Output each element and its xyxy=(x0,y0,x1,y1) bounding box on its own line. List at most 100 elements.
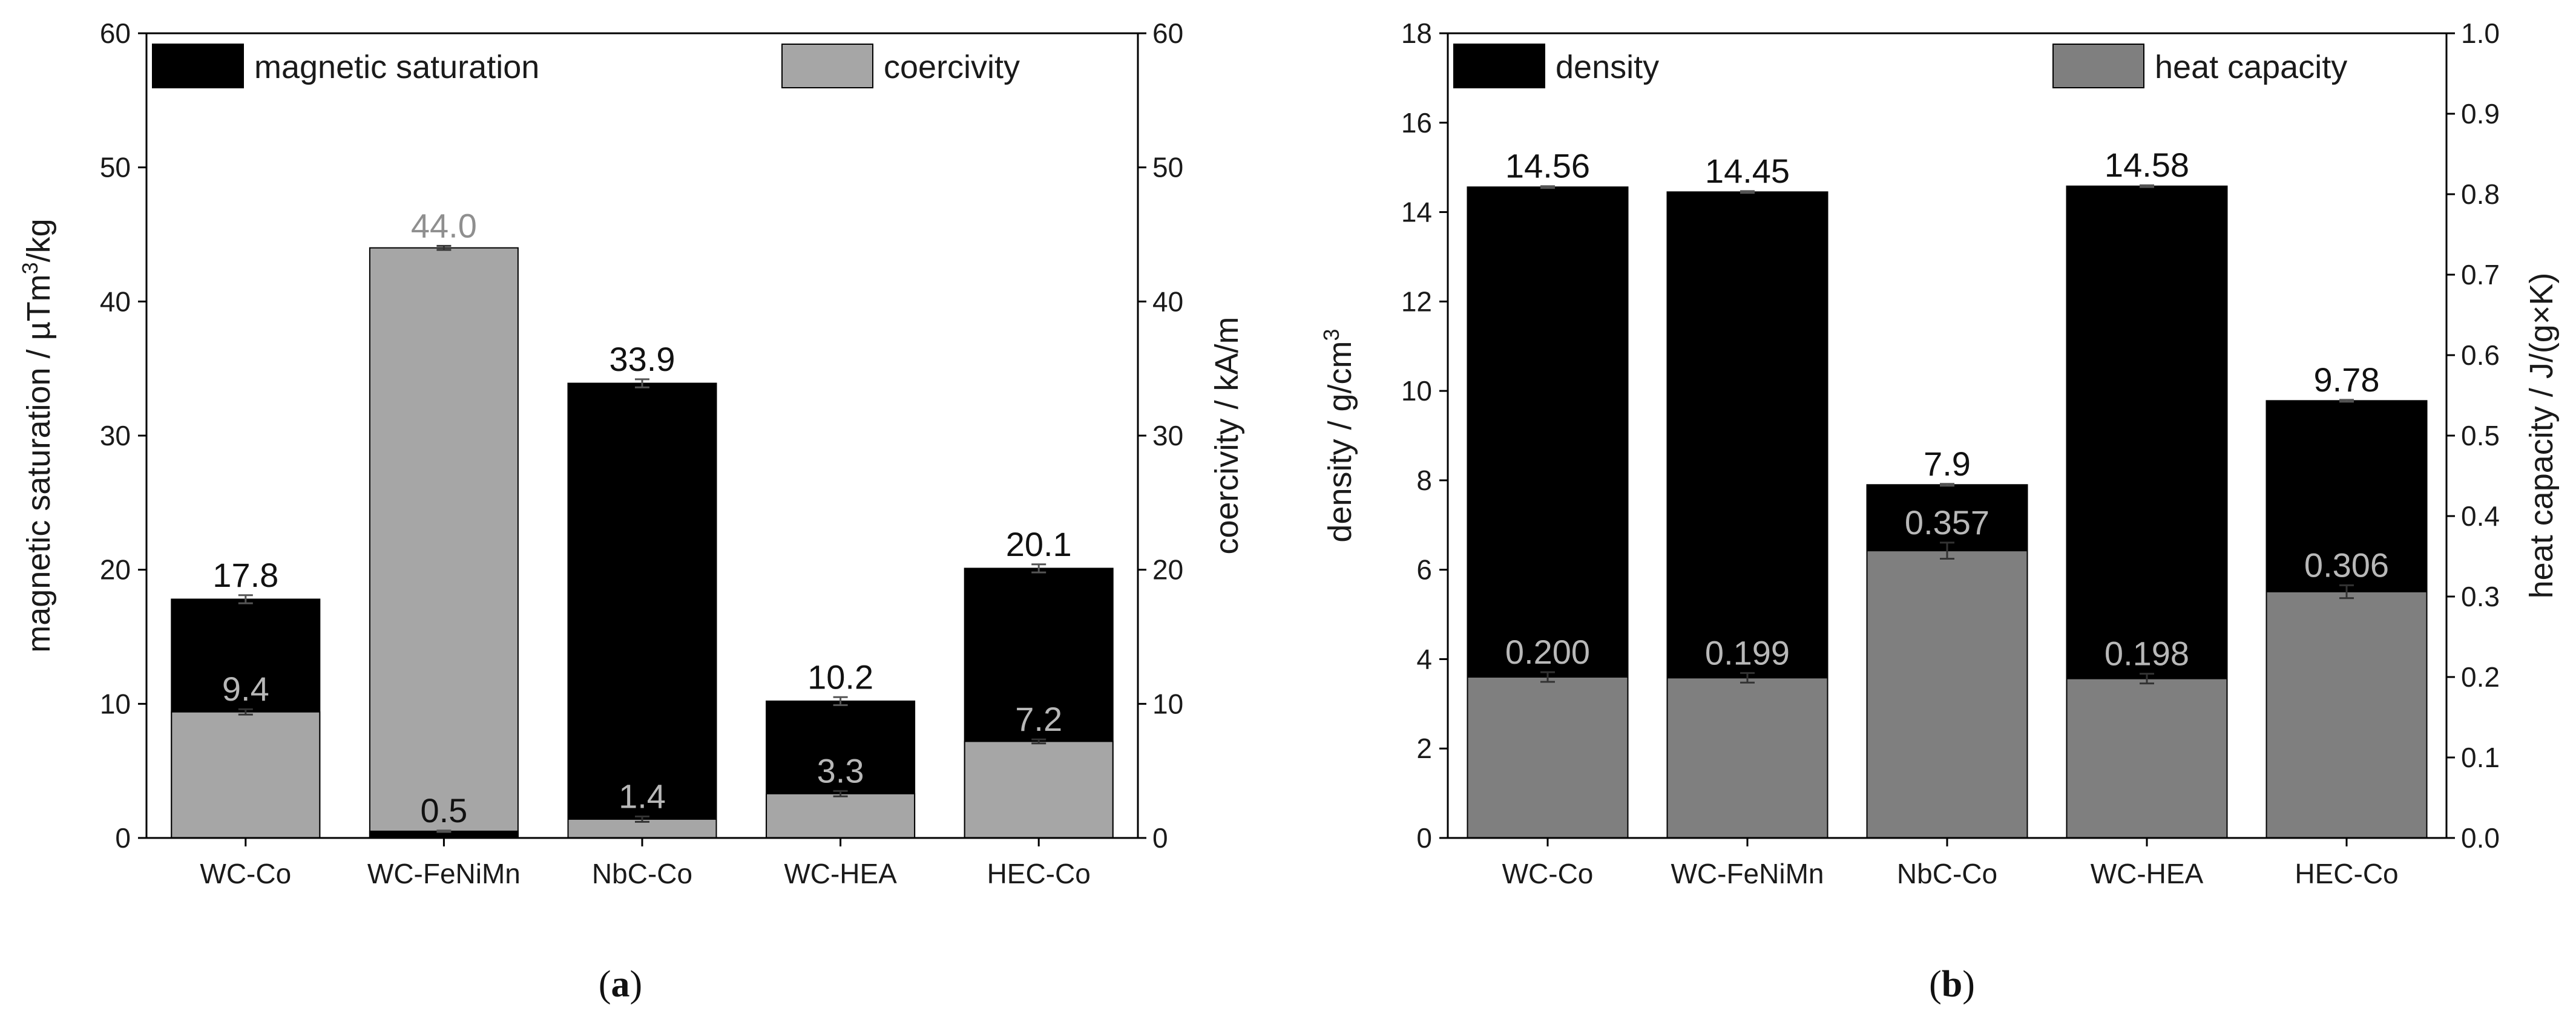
legend-label-magnetic-saturation: magnetic saturation xyxy=(254,49,539,85)
bar-coercivity-hec-co xyxy=(964,741,1114,839)
right-tick-label: 0.9 xyxy=(2461,98,2500,129)
legend-swatch-magnetic-saturation xyxy=(152,44,244,88)
left-axis-label-sup: 3 xyxy=(18,262,42,274)
left-tick-label: 16 xyxy=(1401,107,1432,139)
data-label-coercivity-hec-co: 7.2 xyxy=(1015,700,1062,738)
left-tick-label: 60 xyxy=(100,18,131,49)
data-label-heat-capacity-wc-co: 0.200 xyxy=(1505,633,1590,671)
bar-heat-capacity-hec-co xyxy=(2266,591,2428,839)
bar-heat-capacity-wc-co xyxy=(1467,676,1629,839)
chart-panel-a: 17.8 9.4 0.5 44.0 33.9 1.4 10.2 3.3 20.1 7.2 0 10 20… xyxy=(18,18,1245,1005)
caption-open: ( xyxy=(599,964,611,1005)
data-label-magnetic-saturation-wc-fenimn: 0.5 xyxy=(420,791,467,829)
data-label-coercivity-nbc-co: 1.4 xyxy=(619,777,666,816)
x-tick-label-wc-co: WC-Co xyxy=(200,858,291,889)
right-tick-label: 0.0 xyxy=(2461,822,2500,854)
legend-swatch-density xyxy=(1453,44,1545,88)
right-tick-label: 0.1 xyxy=(2461,742,2500,773)
x-tick-label-wc-fenimn: WC-FeNiMn xyxy=(367,858,521,889)
data-label-density-wc-hea: 14.58 xyxy=(2104,146,2189,184)
caption-close: ) xyxy=(1962,964,1975,1005)
x-tick-label-wc-fenimn: WC-FeNiMn xyxy=(1671,858,1824,889)
bar-magnetic-saturation-nbc-co xyxy=(567,382,717,839)
left-tick-label: 10 xyxy=(1401,375,1432,407)
left-tick-label: 4 xyxy=(1416,643,1432,675)
left-tick-label: 2 xyxy=(1416,733,1432,764)
left-tick-label: 20 xyxy=(100,554,131,586)
x-tick-label-nbc-co: NbC-Co xyxy=(1897,858,1997,889)
data-label-magnetic-saturation-hec-co: 20.1 xyxy=(1006,525,1072,563)
right-tick-label: 50 xyxy=(1152,152,1183,183)
caption-open: ( xyxy=(1929,964,1942,1005)
legend-swatch-heat-capacity xyxy=(2052,44,2144,88)
left-axis-label: density / g/cm3 xyxy=(1319,329,1358,542)
data-label-density-wc-fenimn: 14.45 xyxy=(1705,152,1790,190)
right-tick-label: 0.7 xyxy=(2461,259,2500,290)
bar-coercivity-wc-fenimn xyxy=(369,247,519,839)
right-tick-label: 1.0 xyxy=(2461,18,2500,49)
right-tick-label: 10 xyxy=(1152,688,1183,719)
right-tick-label: 0.8 xyxy=(2461,178,2500,210)
chart-panel-b: 14.56 0.200 14.45 0.199 7.9 0.357 14.58 0.198 9.… xyxy=(1319,18,2560,1005)
legend-label-coercivity: coercivity xyxy=(884,49,1020,85)
left-axis-label-sup: 3 xyxy=(1319,329,1344,341)
x-tick-label-nbc-co: NbC-Co xyxy=(592,858,692,889)
data-label-density-hec-co: 9.78 xyxy=(2314,361,2380,399)
left-axis-label-main: magnetic saturation / µTm xyxy=(21,274,57,652)
left-tick-label: 40 xyxy=(100,286,131,317)
left-tick-label: 8 xyxy=(1416,465,1432,496)
legend-swatch-coercivity xyxy=(781,44,873,88)
bar-heat-capacity-wc-fenimn xyxy=(1666,677,1828,839)
right-tick-label: 0.2 xyxy=(2461,661,2500,693)
left-axis-label-unit: /kg xyxy=(21,218,57,262)
bar-coercivity-wc-co xyxy=(171,711,321,839)
right-axis-label: heat capacity / J/(g×K) xyxy=(2523,273,2560,599)
right-tick-label: 30 xyxy=(1152,420,1183,451)
caption-letter: a xyxy=(611,964,630,1005)
caption-letter: b xyxy=(1942,964,1962,1005)
left-tick-label: 0 xyxy=(1416,822,1432,854)
right-tick-label: 0 xyxy=(1152,822,1168,854)
panel-caption-b: (b) xyxy=(1929,964,1975,1005)
data-label-density-wc-co: 14.56 xyxy=(1505,147,1590,185)
x-tick-label-hec-co: HEC-Co xyxy=(987,858,1091,889)
left-tick-label: 50 xyxy=(100,152,131,183)
x-tick-label-wc-hea: WC-HEA xyxy=(784,858,897,889)
right-tick-label: 0.6 xyxy=(2461,339,2500,371)
data-label-heat-capacity-wc-fenimn: 0.199 xyxy=(1705,633,1790,672)
data-label-heat-capacity-nbc-co: 0.357 xyxy=(1905,503,1990,541)
left-tick-label: 12 xyxy=(1401,286,1432,317)
data-label-heat-capacity-wc-hea: 0.198 xyxy=(2104,635,2189,673)
panel-caption-a: (a) xyxy=(599,964,642,1005)
data-label-magnetic-saturation-nbc-co: 33.9 xyxy=(610,340,675,378)
x-tick-label-hec-co: HEC-Co xyxy=(2295,858,2398,889)
right-tick-label: 0.5 xyxy=(2461,420,2500,451)
right-tick-label: 0.4 xyxy=(2461,500,2500,532)
x-tick-label-wc-hea: WC-HEA xyxy=(2091,858,2204,889)
data-label-coercivity-wc-fenimn: 44.0 xyxy=(411,206,477,244)
bar-heat-capacity-nbc-co xyxy=(1866,550,2028,839)
bar-coercivity-wc-hea xyxy=(766,793,916,839)
left-axis-label-main: density / g/cm xyxy=(1322,341,1358,542)
data-label-coercivity-wc-co: 9.4 xyxy=(222,670,269,708)
caption-close: ) xyxy=(630,964,643,1005)
left-tick-label: 30 xyxy=(100,420,131,451)
left-tick-label: 18 xyxy=(1401,18,1432,49)
data-label-density-nbc-co: 7.9 xyxy=(1924,445,1971,483)
bar-heat-capacity-wc-hea xyxy=(2066,678,2228,839)
data-label-coercivity-wc-hea: 3.3 xyxy=(817,751,864,790)
left-axis-label: magnetic saturation / µTm3/kg xyxy=(18,218,57,652)
right-tick-label: 40 xyxy=(1152,286,1183,317)
left-tick-label: 6 xyxy=(1416,554,1432,586)
data-label-heat-capacity-hec-co: 0.306 xyxy=(2304,546,2389,584)
x-tick-label-wc-co: WC-Co xyxy=(1502,858,1594,889)
right-tick-label: 60 xyxy=(1152,18,1183,49)
data-label-magnetic-saturation-wc-co: 17.8 xyxy=(212,556,278,594)
right-tick-label: 20 xyxy=(1152,554,1183,586)
left-tick-label: 0 xyxy=(115,822,131,854)
legend-label-density: density xyxy=(1556,49,1659,85)
left-tick-label: 10 xyxy=(100,688,131,719)
left-tick-label: 14 xyxy=(1401,197,1432,228)
legend-label-heat-capacity: heat capacity xyxy=(2155,49,2347,85)
